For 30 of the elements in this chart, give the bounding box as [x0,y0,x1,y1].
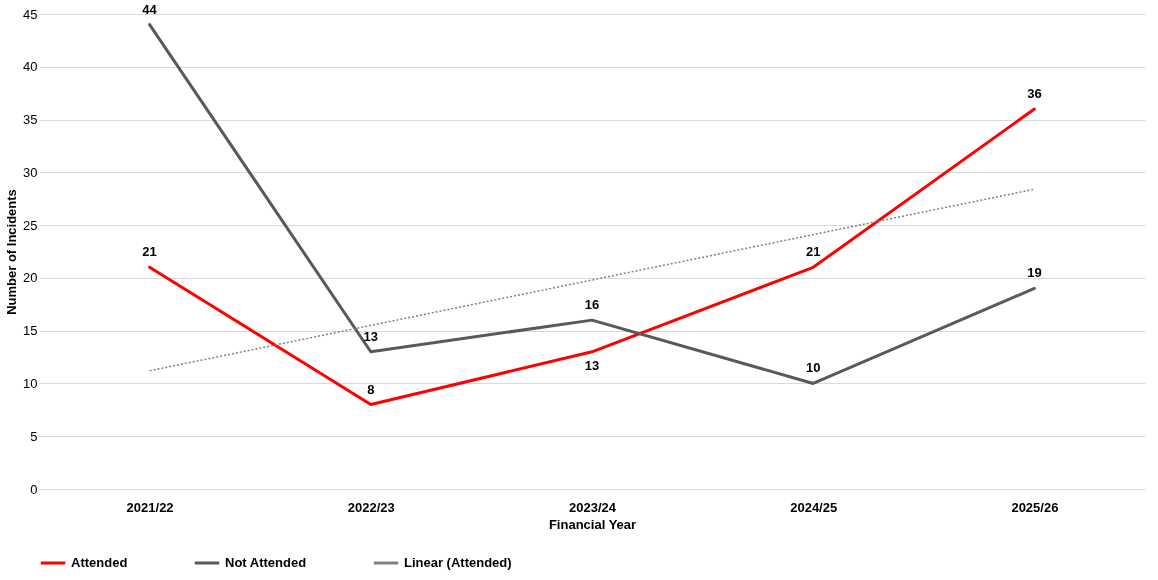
data-label: 8 [367,381,375,397]
x-tick-label: 2023/24 [569,499,617,515]
x-tick-label: 2025/26 [1011,499,1059,515]
legend-label: Linear (Attended) [404,555,512,570]
data-label: 13 [363,328,379,344]
legend-label: Not Attended [225,555,307,570]
legend-label: Attended [71,555,128,570]
y-tick-label: 45 [23,6,38,22]
y-axis-title: Number of Incidents [4,189,20,315]
y-tick-label: 0 [30,481,38,497]
data-label: 19 [1027,265,1042,281]
y-tick-label: 25 [23,217,38,233]
data-label: 10 [805,360,821,376]
y-tick-label: 40 [23,59,38,75]
x-tick-label: 2021/22 [126,499,174,515]
data-label: 36 [1027,86,1042,101]
y-tick-label: 5 [30,428,38,444]
y-tick-label: 35 [23,112,38,128]
data-label: 16 [584,297,600,313]
x-tick-label: 2024/25 [790,499,838,515]
data-label: 21 [142,244,157,260]
y-tick-label: 15 [23,323,38,339]
y-tick-label: 20 [23,270,38,286]
x-axis-title: Financial Year [548,516,637,532]
data-label: 44 [142,1,158,17]
y-tick-label: 30 [23,164,38,180]
x-tick-label: 2022/23 [347,499,395,515]
y-tick-label: 10 [23,375,38,391]
data-label: 13 [584,357,600,373]
data-label: 21 [805,244,821,260]
